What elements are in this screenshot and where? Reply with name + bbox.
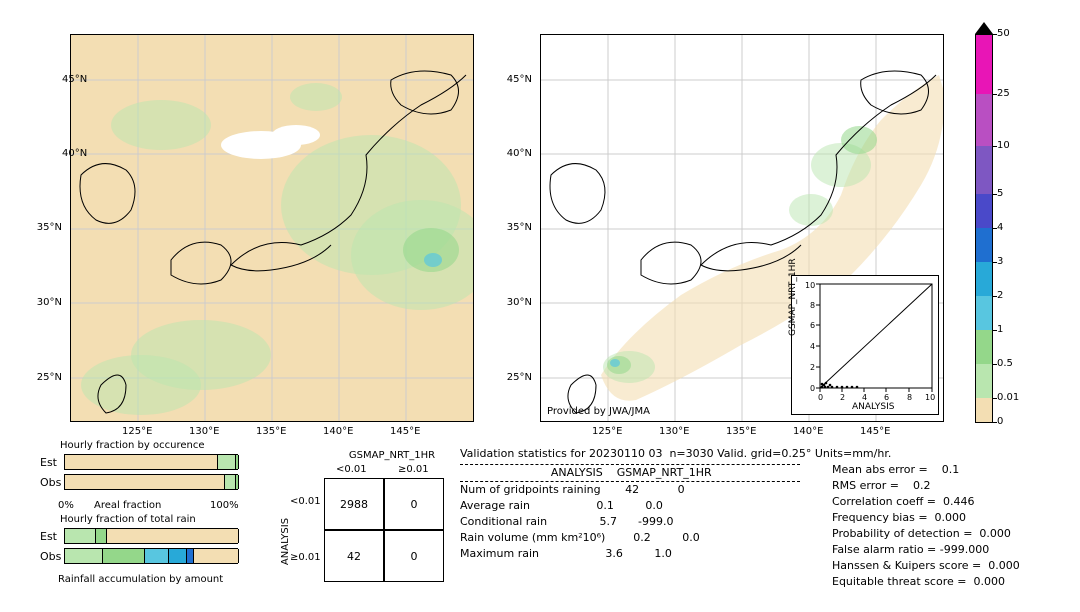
ytick: 35°N bbox=[37, 222, 62, 233]
ytick: 35°N bbox=[507, 222, 532, 233]
svg-text:0: 0 bbox=[818, 393, 823, 402]
acc-xlabel: Rainfall accumulation by amount bbox=[58, 574, 223, 585]
validation-row: Num of gridpoints raining 42 0 bbox=[460, 482, 800, 498]
validation-block: Validation statistics for 20230110 03 n=… bbox=[460, 446, 800, 562]
accum-title: Hourly fraction of total rain bbox=[60, 514, 196, 525]
scatter-inset: 0 2 4 6 8 10 0 2 4 6 8 10 ANALYSIS GSMAP… bbox=[791, 275, 939, 415]
validation-row: Average rain 0.1 0.0 bbox=[460, 498, 800, 514]
xtick: 145°E bbox=[860, 426, 890, 437]
bar-row-label: Est bbox=[40, 456, 57, 469]
ytick: 30°N bbox=[37, 297, 62, 308]
left-map-svg bbox=[71, 35, 474, 422]
colorbar: 00.010.512345102550 bbox=[975, 34, 1035, 434]
occurrence-chart: Est Obs bbox=[40, 452, 238, 496]
colorbar-tick: 0 bbox=[997, 416, 1003, 427]
ytick: 25°N bbox=[507, 372, 532, 383]
colorbar-tick: 4 bbox=[997, 222, 1003, 233]
conf-cell-00: 2988 bbox=[324, 478, 384, 530]
scatter-xlabel: ANALYSIS bbox=[852, 402, 894, 412]
validation-right: Mean abs error = 0.1RMS error = 0.2Corre… bbox=[832, 462, 1020, 590]
svg-text:8: 8 bbox=[810, 301, 815, 310]
bar-row bbox=[64, 454, 238, 470]
validation-row: Rain volume (mm km²10⁶) 0.2 0.0 bbox=[460, 530, 800, 546]
conf-row0: <0.01 bbox=[290, 496, 321, 507]
colorbar-tick: 0.5 bbox=[997, 358, 1013, 369]
right-map-panel: Hourly Radar-AMeDAS analysis for 2023011… bbox=[540, 34, 944, 422]
ytick: 45°N bbox=[507, 74, 532, 85]
occurrence-title: Hourly fraction by occurence bbox=[60, 440, 204, 451]
bar-row-label: Est bbox=[40, 530, 57, 543]
occ-xtick1: 100% bbox=[210, 500, 239, 511]
validation-stat: Hanssen & Kuipers score = 0.000 bbox=[832, 558, 1020, 574]
conf-cell-10: 42 bbox=[324, 530, 384, 582]
colorbar-tick: 3 bbox=[997, 256, 1003, 267]
xtick: 135°E bbox=[726, 426, 756, 437]
bar-row-label: Obs bbox=[40, 476, 61, 489]
colorbar-tick: 25 bbox=[997, 88, 1010, 99]
colorbar-tick: 1 bbox=[997, 324, 1003, 335]
ytick: 25°N bbox=[37, 372, 62, 383]
xtick: 145°E bbox=[390, 426, 420, 437]
svg-text:4: 4 bbox=[810, 342, 815, 351]
confusion-table: GSMAP_NRT_1HR <0.01 ≥0.01 ANALYSIS <0.01… bbox=[268, 450, 448, 600]
colorbar-tick: 5 bbox=[997, 188, 1003, 199]
validation-stat: Frequency bias = 0.000 bbox=[832, 510, 1020, 526]
xtick: 135°E bbox=[256, 426, 286, 437]
left-map-panel: GSMAP_NRT_1HR estimates for 20230110 03 bbox=[70, 34, 474, 422]
validation-stat: Probability of detection = 0.000 bbox=[832, 526, 1020, 542]
validation-stat: Equitable threat score = 0.000 bbox=[832, 574, 1020, 590]
xtick: 130°E bbox=[189, 426, 219, 437]
conf-row1: ≥0.01 bbox=[290, 552, 321, 563]
validation-stat: RMS error = 0.2 bbox=[832, 478, 1020, 494]
xtick: 125°E bbox=[592, 426, 622, 437]
svg-text:10: 10 bbox=[805, 281, 815, 290]
validation-title: Validation statistics for 20230110 03 n=… bbox=[460, 446, 800, 462]
accumulation-chart: Est Obs bbox=[40, 526, 238, 570]
xtick: 130°E bbox=[659, 426, 689, 437]
colorbar-tick: 0.01 bbox=[997, 392, 1019, 403]
svg-text:6: 6 bbox=[884, 393, 889, 402]
svg-text:0: 0 bbox=[810, 384, 815, 393]
svg-text:2: 2 bbox=[810, 363, 815, 372]
conf-col0: <0.01 bbox=[336, 464, 367, 475]
validation-stat: Mean abs error = 0.1 bbox=[832, 462, 1020, 478]
svg-text:10: 10 bbox=[925, 393, 935, 402]
svg-text:4: 4 bbox=[862, 393, 867, 402]
svg-text:8: 8 bbox=[907, 393, 912, 402]
bar-row bbox=[64, 528, 238, 544]
scatter-ylabel: GSMAP_NRT_1HR bbox=[788, 258, 798, 336]
provider-label: Provided by JWA/JMA bbox=[547, 406, 650, 417]
ytick: 45°N bbox=[62, 74, 87, 85]
validation-row: Conditional rain 5.7 -999.0 bbox=[460, 514, 800, 530]
ytick: 30°N bbox=[507, 297, 532, 308]
colorbar-tick: 50 bbox=[997, 28, 1010, 39]
svg-text:6: 6 bbox=[810, 321, 815, 330]
occ-xlabel: Areal fraction bbox=[94, 500, 161, 511]
conf-col-title: GSMAP_NRT_1HR bbox=[332, 450, 452, 461]
bar-row bbox=[64, 474, 238, 490]
validation-stat: False alarm ratio = -999.000 bbox=[832, 542, 1020, 558]
colorbar-tick: 10 bbox=[997, 140, 1010, 151]
xtick: 140°E bbox=[793, 426, 823, 437]
validation-row: Maximum rain 3.6 1.0 bbox=[460, 546, 800, 562]
xtick: 125°E bbox=[122, 426, 152, 437]
ytick: 40°N bbox=[507, 148, 532, 159]
conf-col1: ≥0.01 bbox=[398, 464, 429, 475]
ytick: 40°N bbox=[62, 148, 87, 159]
bar-row bbox=[64, 548, 238, 564]
xtick: 140°E bbox=[323, 426, 353, 437]
conf-cell-01: 0 bbox=[384, 478, 444, 530]
validation-stat: Correlation coeff = 0.446 bbox=[832, 494, 1020, 510]
svg-text:2: 2 bbox=[840, 393, 845, 402]
occ-xtick0: 0% bbox=[58, 500, 74, 511]
conf-cell-11: 0 bbox=[384, 530, 444, 582]
colorbar-tick: 2 bbox=[997, 290, 1003, 301]
bar-row-label: Obs bbox=[40, 550, 61, 563]
